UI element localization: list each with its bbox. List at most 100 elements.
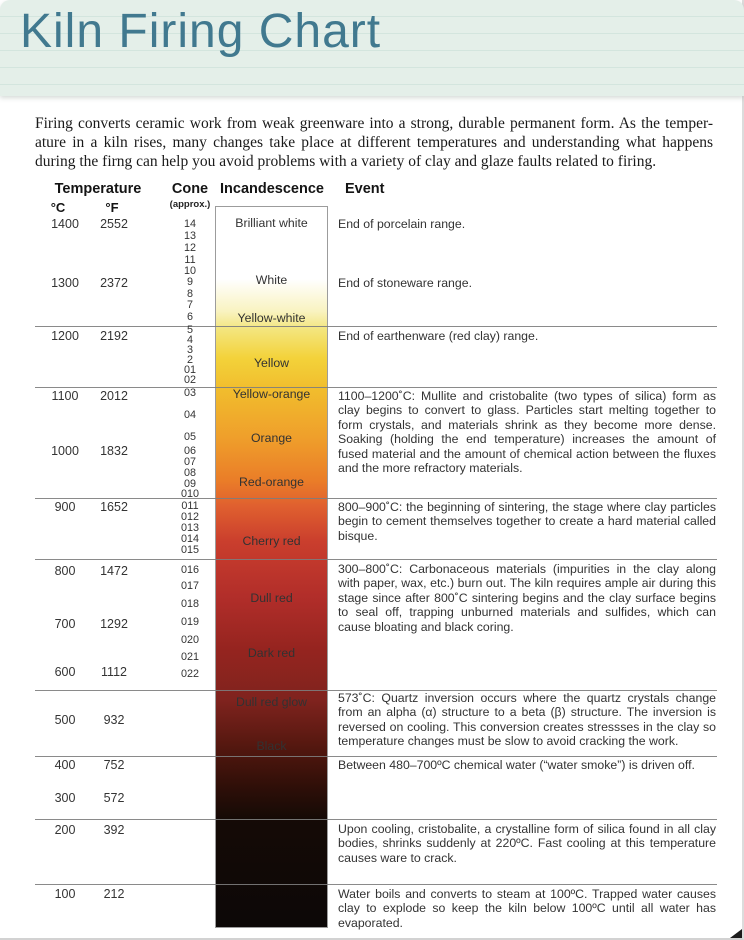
incandescence-label: Brilliant white — [235, 216, 308, 230]
row-divider — [35, 756, 717, 757]
temp-celsius-value: 100 — [54, 887, 76, 901]
cone-number: 017 — [180, 580, 199, 592]
temp-fahrenheit-value: 2372 — [100, 276, 128, 290]
row-divider — [35, 819, 717, 820]
cone-number: 011 — [181, 500, 199, 512]
cone-number: 6 — [186, 311, 193, 323]
intro-line: ature in a kiln rises, many changes take… — [35, 134, 713, 152]
temp-fahrenheit-value: 1112 — [101, 665, 127, 679]
temp-fahrenheit-value: 752 — [103, 758, 125, 772]
temperature-column-header: Temperature — [54, 181, 142, 197]
event-text: End of earthenware (red clay) range. — [338, 329, 539, 343]
cone-number: 018 — [180, 598, 199, 610]
cone-number: 14 — [183, 218, 196, 230]
cone-number: 021 — [180, 651, 199, 663]
event-text: 1100–1200˚C: Mullite and cristobalite (t… — [338, 389, 716, 476]
cone-number: 015 — [180, 544, 199, 556]
incandescence-label: Cherry red — [242, 534, 301, 548]
temp-celsius-value: 1200 — [51, 329, 79, 343]
temp-celsius-value: 300 — [54, 791, 76, 805]
incandescence-label: Red-orange — [239, 475, 304, 489]
temp-celsius-value: 1400 — [51, 217, 79, 231]
event-text: End of stoneware range. — [338, 276, 472, 290]
cone-number: 07 — [183, 456, 196, 468]
temp-celsius-value: 1100 — [51, 389, 79, 403]
event-text: Between 480–700ºC chemical water (“water… — [338, 758, 695, 772]
event-text: Water boils and converts to steam at 100… — [338, 887, 716, 930]
incandescence-label: Yellow-white — [237, 311, 306, 325]
temp-fahrenheit-value: 2192 — [100, 329, 128, 343]
temp-fahrenheit-value: 1832 — [100, 444, 128, 458]
cone-number: 013 — [180, 522, 199, 534]
cone-number: 01 — [183, 364, 196, 376]
row-divider — [35, 559, 717, 560]
cone-number: 8 — [186, 288, 193, 300]
temp-celsius-value: 1000 — [51, 444, 79, 458]
event-text: End of porcelain range. — [338, 217, 466, 231]
cone-number: 2 — [186, 354, 193, 366]
row-divider — [35, 884, 717, 885]
temp-celsius-value: 600 — [54, 665, 76, 679]
temp-fahrenheit-value: 572 — [103, 791, 125, 805]
incandescence-label: Dark red — [247, 646, 296, 660]
cone-number: 05 — [183, 431, 196, 443]
cone-number: 03 — [183, 387, 196, 399]
incandescence-label: Orange — [250, 431, 293, 445]
cone-number: 02 — [183, 374, 196, 386]
temp-fahrenheit-value: 1652 — [100, 500, 128, 514]
event-column-header: Event — [345, 181, 385, 197]
cone-number: 13 — [183, 230, 196, 242]
cone-number: 08 — [183, 467, 196, 479]
cone-number: 09 — [183, 478, 196, 490]
cone-number: 5 — [186, 324, 193, 336]
temp-celsius-value: 500 — [54, 713, 76, 727]
intro-line: Firing converts ceramic work from weak g… — [35, 115, 713, 132]
fahrenheit-column-header: °F — [105, 200, 119, 215]
cone-number: 9 — [186, 276, 193, 288]
temp-celsius-value: 400 — [54, 758, 76, 772]
temp-fahrenheit-value: 1472 — [100, 564, 128, 578]
cone-number: 016 — [180, 564, 199, 576]
event-text: 573˚C: Quartz inversion occurs where the… — [338, 691, 716, 749]
temp-fahrenheit-value: 392 — [103, 823, 125, 837]
temp-fahrenheit-value: 212 — [103, 887, 125, 901]
cone-number: 3 — [186, 344, 193, 356]
cone-number: 04 — [183, 409, 196, 421]
cone-number: 020 — [180, 634, 199, 646]
incandescence-label: White — [255, 273, 288, 287]
temp-fahrenheit-value: 2552 — [100, 217, 128, 231]
cone-number: 12 — [183, 242, 196, 254]
row-divider — [35, 690, 717, 691]
cone-number: 022 — [180, 668, 199, 680]
cone-number: 11 — [184, 254, 196, 266]
page-header: Kiln Firing Chart — [0, 0, 744, 96]
temp-fahrenheit-value: 1292 — [100, 617, 128, 631]
incandescence-label: Black — [256, 739, 287, 753]
cone-number: 019 — [180, 616, 199, 628]
temp-celsius-value: 700 — [54, 617, 76, 631]
event-text: 300–800˚C: Carbonaceous materials (impur… — [338, 562, 716, 634]
row-divider — [35, 387, 717, 388]
cone-number: 10 — [183, 265, 196, 277]
cone-number: 014 — [180, 533, 199, 545]
temp-celsius-value: 900 — [54, 500, 76, 514]
temp-celsius-value: 1300 — [51, 276, 79, 290]
cone-number: 4 — [186, 334, 193, 346]
event-text: 800–900˚C: the beginning of sintering, t… — [338, 500, 716, 543]
cone-approx-subheader: (approx.) — [169, 199, 211, 210]
cone-number: 06 — [183, 445, 196, 457]
cone-number: 7 — [186, 299, 193, 311]
cone-number: 010 — [180, 488, 199, 500]
temp-celsius-value: 800 — [54, 564, 76, 578]
incandescence-label: Yellow — [253, 356, 290, 370]
incandescence-column-header: Incandescence — [220, 181, 324, 197]
incandescence-label: Dull red glow — [235, 695, 308, 709]
temp-fahrenheit-value: 2012 — [100, 389, 128, 403]
incandescence-label: Yellow-orange — [232, 387, 311, 401]
intro-paragraph: Firing converts ceramic work from weak g… — [35, 114, 713, 172]
cone-number: 012 — [180, 511, 199, 523]
row-divider — [35, 326, 717, 327]
temp-celsius-value: 200 — [54, 823, 76, 837]
